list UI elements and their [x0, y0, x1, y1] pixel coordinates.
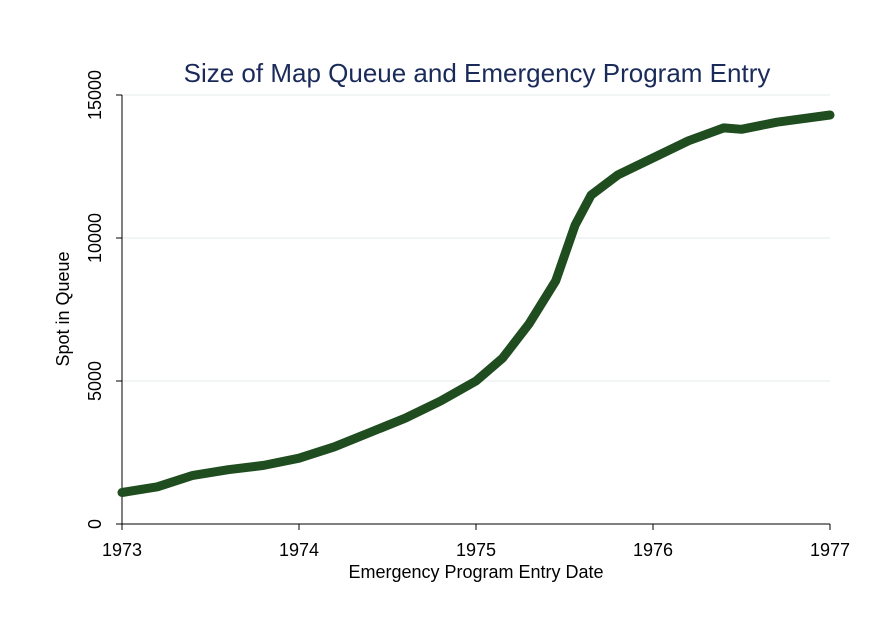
- y-tick-label: 15000: [85, 70, 105, 120]
- x-tick-label: 1977: [810, 540, 850, 560]
- chart-title: Size of Map Queue and Emergency Program …: [184, 58, 771, 88]
- x-tick-label: 1974: [279, 540, 319, 560]
- x-tick-label: 1976: [633, 540, 673, 560]
- y-tick-label: 10000: [85, 213, 105, 263]
- x-tick-label: 1973: [102, 540, 142, 560]
- y-tick-label: 5000: [85, 361, 105, 401]
- x-tick-label: 1975: [456, 540, 496, 560]
- series-line: [117, 110, 835, 497]
- y-axis-label: Spot in Queue: [53, 251, 73, 366]
- x-axis-label: Emergency Program Entry Date: [348, 562, 603, 582]
- y-tick-label: 0: [85, 519, 105, 529]
